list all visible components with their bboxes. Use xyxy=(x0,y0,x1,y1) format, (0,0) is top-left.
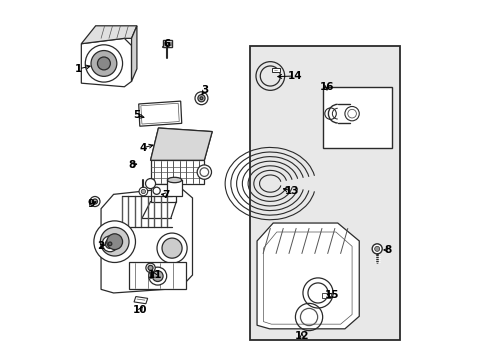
Circle shape xyxy=(105,239,115,248)
Bar xyxy=(129,262,185,289)
Polygon shape xyxy=(134,297,147,304)
Text: 3: 3 xyxy=(201,85,208,95)
Circle shape xyxy=(198,95,204,102)
Circle shape xyxy=(92,199,97,204)
Circle shape xyxy=(108,242,112,246)
Text: 8: 8 xyxy=(128,160,135,170)
Circle shape xyxy=(139,187,147,196)
Circle shape xyxy=(374,246,379,251)
Circle shape xyxy=(157,233,187,263)
Polygon shape xyxy=(150,128,212,160)
Text: 11: 11 xyxy=(147,270,162,280)
Polygon shape xyxy=(131,26,137,81)
Text: 9: 9 xyxy=(88,199,95,210)
Circle shape xyxy=(195,92,207,105)
Text: 2: 2 xyxy=(97,241,104,251)
Bar xyxy=(249,45,400,339)
Polygon shape xyxy=(150,160,204,184)
Text: 6: 6 xyxy=(163,39,171,49)
Circle shape xyxy=(141,189,145,194)
Bar xyxy=(323,87,391,148)
Text: 7: 7 xyxy=(163,190,170,200)
Circle shape xyxy=(153,187,160,194)
Text: 4: 4 xyxy=(140,143,147,153)
Polygon shape xyxy=(139,101,182,126)
Polygon shape xyxy=(81,26,137,44)
Polygon shape xyxy=(150,184,176,202)
Text: 5: 5 xyxy=(133,111,140,121)
Circle shape xyxy=(85,45,122,82)
Text: 13: 13 xyxy=(284,186,299,196)
Polygon shape xyxy=(101,187,192,293)
Circle shape xyxy=(200,97,203,100)
Ellipse shape xyxy=(167,177,182,183)
Text: 1: 1 xyxy=(75,64,82,74)
Circle shape xyxy=(102,236,118,252)
Circle shape xyxy=(91,50,117,76)
Text: 8: 8 xyxy=(384,245,391,255)
Circle shape xyxy=(148,265,153,270)
Circle shape xyxy=(106,234,122,249)
Bar xyxy=(163,40,172,46)
Polygon shape xyxy=(150,128,212,160)
Text: 12: 12 xyxy=(294,331,308,341)
Circle shape xyxy=(90,197,100,207)
Circle shape xyxy=(371,244,382,254)
Text: 15: 15 xyxy=(325,291,339,301)
Bar xyxy=(164,41,170,45)
Circle shape xyxy=(152,271,163,282)
Circle shape xyxy=(100,227,129,256)
Circle shape xyxy=(148,267,166,285)
Text: 14: 14 xyxy=(287,71,302,81)
Circle shape xyxy=(94,221,135,262)
Circle shape xyxy=(145,179,155,189)
Circle shape xyxy=(197,165,211,179)
Bar xyxy=(272,68,280,72)
Text: 10: 10 xyxy=(133,305,147,315)
Circle shape xyxy=(162,238,182,258)
Text: 16: 16 xyxy=(319,82,333,92)
Circle shape xyxy=(145,263,155,273)
Polygon shape xyxy=(257,223,359,329)
Bar xyxy=(167,180,182,196)
Bar xyxy=(321,293,330,298)
Polygon shape xyxy=(81,39,131,87)
Circle shape xyxy=(97,57,110,70)
